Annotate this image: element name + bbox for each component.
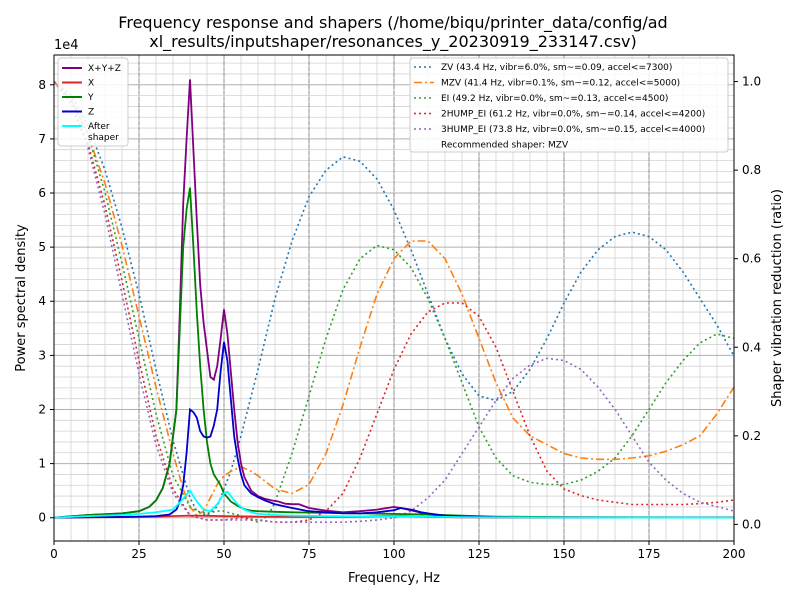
grid	[53, 55, 735, 541]
legend-label: After	[88, 122, 110, 132]
y2-tick-label: 0.6	[742, 252, 761, 266]
x-tick-label: 50	[216, 547, 231, 561]
y2-tick-label: 1.0	[742, 75, 761, 89]
y2-axis-label: Shaper vibration reduction (ratio)	[770, 189, 785, 407]
legend-label: ZV (43.4 Hz, vibr=6.0%, sm~=0.09, accel<…	[441, 63, 672, 73]
shaper-line-1	[53, 81, 735, 517]
x-tick-label: 150	[553, 547, 576, 561]
legend-box	[57, 57, 129, 147]
x-tick-label: 100	[383, 547, 406, 561]
legend-recommended: Recommended shaper: MZV	[441, 141, 569, 151]
y2-tick-label: 0.4	[742, 340, 761, 354]
y2-tick-label: 0.8	[742, 163, 761, 177]
x-tick-label: 0	[50, 547, 58, 561]
legend-label: EI (49.2 Hz, vibr=0.0%, sm~=0.13, accel<…	[441, 94, 668, 104]
legend-label: MZV (41.4 Hz, vibr=0.1%, sm~=0.12, accel…	[441, 79, 680, 89]
y-tick-label: 6	[38, 186, 46, 200]
legend-box	[409, 57, 729, 153]
chart-title-line2: xl_results/inputshaper/resonances_y_2023…	[149, 32, 636, 52]
psd-line-3	[53, 341, 735, 519]
legend-label: shaper	[88, 133, 119, 143]
y-tick-label: 8	[38, 78, 46, 92]
y2-axis-ticks: 0.0 0.2 0.4 0.6 0.8 1.0	[734, 75, 761, 531]
x-axis-label: Frequency, Hz	[348, 571, 440, 586]
y-multiplier: 1e4	[54, 38, 79, 53]
y-tick-label: 2	[38, 402, 46, 416]
y-tick-label: 7	[38, 132, 46, 146]
legend-label: 2HUMP_EI (61.2 Hz, vibr=0.0%, sm~=0.14, …	[441, 110, 705, 120]
y-tick-label: 1	[38, 457, 46, 471]
legend-label: X+Y+Z	[88, 64, 121, 74]
y-tick-label: 5	[38, 240, 46, 254]
shaper-series-group	[53, 80, 735, 524]
shaper-line-4	[53, 81, 735, 524]
shaper-line-3	[53, 81, 735, 524]
shaper-line-2	[53, 81, 735, 524]
y2-tick-label: 0.0	[742, 517, 761, 531]
x-tick-label: 25	[131, 547, 146, 561]
legend-label: 3HUMP_EI (73.8 Hz, vibr=0.0%, sm~=0.15, …	[441, 125, 705, 135]
x-tick-label: 175	[638, 547, 661, 561]
psd-series-group	[53, 79, 735, 519]
y-axis-label: Power spectral density	[14, 224, 29, 372]
y2-tick-label: 0.2	[742, 429, 761, 443]
legend-label: X	[88, 79, 94, 89]
legend-label: Y	[87, 93, 94, 103]
y-axis-ticks: 0 1 2 3 4 5 6 7 8	[38, 78, 54, 525]
chart-title-line1: Frequency response and shapers (/home/bi…	[118, 13, 667, 33]
y-tick-label: 4	[38, 294, 46, 308]
legend-label: Z	[88, 108, 94, 118]
x-tick-label: 75	[301, 547, 316, 561]
x-axis-ticks: 0 25 50 75 100 125 150 175 200	[50, 541, 745, 561]
legend-shapers: ZV (43.4 Hz, vibr=6.0%, sm~=0.09, accel<…	[409, 57, 729, 153]
y-tick-label: 3	[38, 348, 46, 362]
y-tick-label: 0	[38, 511, 46, 525]
x-tick-label: 125	[468, 547, 491, 561]
x-tick-label: 200	[723, 547, 746, 561]
psd-line-4	[53, 489, 735, 519]
